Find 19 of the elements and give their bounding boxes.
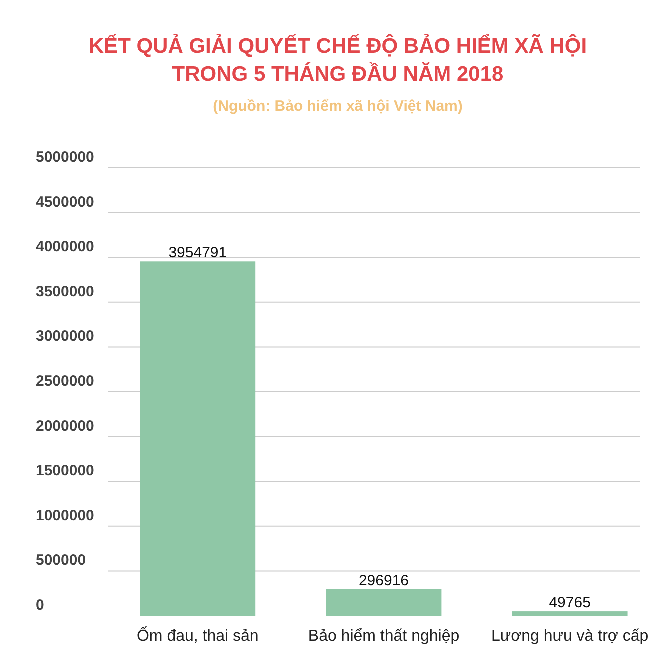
y-tick-label: 2000000 [36, 418, 94, 435]
x-tick-label: Ốm đau, thai sản [136, 626, 259, 645]
y-tick-label: 3000000 [36, 328, 94, 346]
y-tick-label: 5000000 [36, 149, 94, 166]
x-tick-label: Bảo hiểm thất nghiệp [308, 628, 460, 645]
y-tick-label: 4000000 [36, 238, 94, 256]
y-tick-label: 500000 [36, 552, 86, 570]
y-tick-label: 3500000 [36, 283, 94, 300]
data-label: 296916 [358, 572, 410, 590]
y-tick-label: 0 [36, 597, 44, 614]
y-tick-label: 1500000 [36, 462, 94, 480]
chart-title: KẾT QUẢ GIẢI QUYẾT CHẾ ĐỘ BẢO HIỂM XÃ HỘI TRONG 5 THÁNG ĐẦU NĂM 2018 [88, 34, 588, 86]
x-tick-label: Lương hưu và trợ cấp [492, 628, 649, 645]
y-tick-label: 1000000 [36, 507, 94, 524]
y-tick-label: 2500000 [36, 373, 94, 390]
chart-subtitle: (Nguồn: Bảo hiểm xã hội Việt Nam) [213, 98, 463, 115]
y-tick-label: 4500000 [36, 194, 94, 211]
data-label: 3954791 [168, 244, 228, 262]
data-label: 49765 [549, 594, 591, 612]
